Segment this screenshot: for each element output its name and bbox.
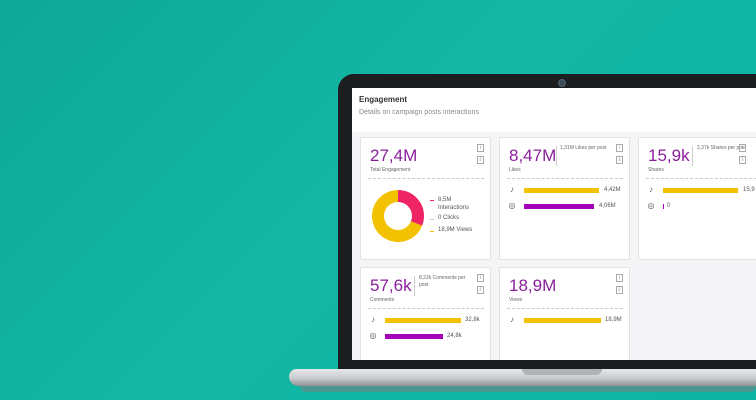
comments-tiktok-bar <box>385 318 461 323</box>
info-icon[interactable]: i <box>616 274 623 282</box>
divider <box>368 178 484 179</box>
tiktok-icon: ♪ <box>510 315 514 324</box>
laptop-foot <box>300 386 756 392</box>
legend-clicks: 0 Clicks <box>438 215 460 221</box>
divider <box>507 178 623 179</box>
legend-views-swatch <box>430 231 434 232</box>
likes-instagram-value: 4,06M <box>599 203 616 209</box>
total-engagement-value: 27,4M <box>370 146 418 165</box>
likes-tiktok-bar <box>524 188 599 193</box>
shares-label: Shares <box>648 167 664 173</box>
info-icon[interactable]: i <box>739 144 746 152</box>
divider <box>368 308 484 309</box>
comments-per-post: 8,22k Comments per post <box>419 275 466 288</box>
laptop-notch <box>522 369 602 375</box>
page-title: Engagement <box>359 95 408 104</box>
divider <box>556 146 557 166</box>
shares-per-post: 2,37k Shares per post <box>697 145 746 151</box>
legend-views: 18,9M Views <box>438 227 473 233</box>
total-engagement-card: 27,4M Total Engagement i ⇩ 8,5M Interact… <box>360 137 491 260</box>
views-tiktok-bar <box>524 318 601 323</box>
instagram-icon: ◎ <box>508 201 516 210</box>
divider <box>646 178 756 179</box>
legend-interactions: 8,5M Interactions <box>438 197 470 211</box>
shares-value: 15,9k <box>648 146 690 165</box>
tiktok-icon: ♪ <box>371 315 375 324</box>
divider <box>507 308 623 309</box>
info-icon[interactable]: i <box>477 274 484 282</box>
instagram-icon: ◎ <box>647 201 655 210</box>
info-icon[interactable]: i <box>477 144 484 152</box>
donut-interactions-segment <box>372 190 424 242</box>
legend-interactions-swatch <box>430 200 434 201</box>
views-card: 18,9M Views i ⇩ ♪ 18,9M <box>499 267 630 360</box>
tiktok-icon: ♪ <box>510 185 514 194</box>
views-tiktok-value: 18,9M <box>605 317 622 323</box>
divider <box>414 276 415 296</box>
likes-tiktok-value: 4,42M <box>604 187 621 193</box>
screen: Engagement Details on campaign posts int… <box>352 88 756 360</box>
shares-instagram-bar <box>663 204 664 209</box>
likes-value: 8,47M <box>509 146 557 165</box>
comments-instagram-bar <box>385 334 443 339</box>
shares-card: 15,9k Shares 2,37k Shares per post i ⇩ ♪… <box>638 137 756 260</box>
camera-icon <box>558 79 566 87</box>
download-icon[interactable]: ⇩ <box>739 156 746 164</box>
download-icon[interactable]: ⇩ <box>477 286 484 294</box>
download-icon[interactable]: ⇩ <box>616 286 623 294</box>
comments-card: 57,6k Comments 8,22k Comments per post i… <box>360 267 491 360</box>
shares-instagram-value: 0 <box>667 203 671 209</box>
tiktok-icon: ♪ <box>649 185 653 194</box>
comments-label: Comments <box>370 297 395 303</box>
divider <box>692 146 693 166</box>
comments-value: 57,6k <box>370 276 412 295</box>
page-header: Engagement Details on campaign posts int… <box>352 88 756 132</box>
laptop-base <box>289 369 756 386</box>
engagement-donut <box>372 190 424 242</box>
views-value: 18,9M <box>509 276 557 295</box>
shares-tiktok-value: 15,9 <box>743 187 755 193</box>
page-subtitle: Details on campaign posts interactions <box>359 109 479 116</box>
comments-instagram-value: 24,8k <box>447 333 462 339</box>
download-icon[interactable]: ⇩ <box>616 156 623 164</box>
legend-clicks-swatch <box>430 219 434 220</box>
likes-instagram-bar <box>524 204 594 209</box>
likes-per-post: 1,31M Likes per post <box>560 145 607 151</box>
info-icon[interactable]: i <box>616 144 623 152</box>
comments-tiktok-value: 32,8k <box>465 317 480 323</box>
total-engagement-label: Total Engagement <box>370 167 411 173</box>
views-label: Views <box>509 297 523 303</box>
download-icon[interactable]: ⇩ <box>477 156 484 164</box>
instagram-icon: ◎ <box>369 331 377 340</box>
shares-tiktok-bar <box>663 188 738 193</box>
likes-label: Likes <box>509 167 521 173</box>
likes-card: 8,47M Likes 1,31M Likes per post i ⇩ ♪ 4… <box>499 137 630 260</box>
